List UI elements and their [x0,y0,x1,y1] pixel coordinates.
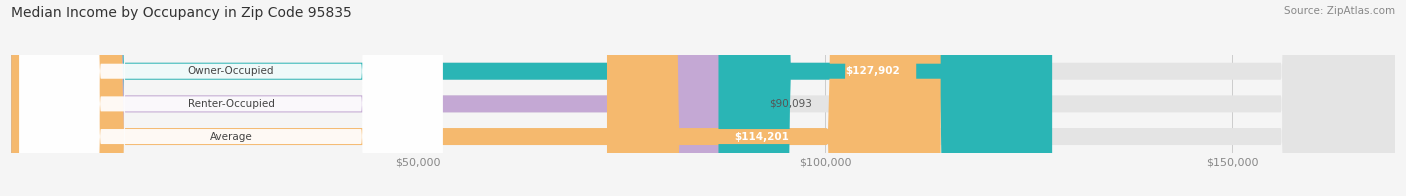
Text: $127,902: $127,902 [846,66,900,76]
Text: $90,093: $90,093 [769,99,811,109]
FancyBboxPatch shape [11,0,1395,196]
Text: Median Income by Occupancy in Zip Code 95835: Median Income by Occupancy in Zip Code 9… [11,6,352,20]
Text: Owner-Occupied: Owner-Occupied [188,66,274,76]
FancyBboxPatch shape [718,0,1028,196]
FancyBboxPatch shape [20,0,443,196]
Text: Source: ZipAtlas.com: Source: ZipAtlas.com [1284,6,1395,16]
Text: Average: Average [209,132,252,142]
FancyBboxPatch shape [20,0,443,196]
FancyBboxPatch shape [11,0,1395,196]
FancyBboxPatch shape [20,0,443,196]
FancyBboxPatch shape [11,0,744,196]
FancyBboxPatch shape [11,0,941,196]
FancyBboxPatch shape [11,0,1052,196]
FancyBboxPatch shape [607,0,917,196]
FancyBboxPatch shape [11,0,1395,196]
Text: $114,201: $114,201 [734,132,789,142]
Text: Renter-Occupied: Renter-Occupied [187,99,274,109]
